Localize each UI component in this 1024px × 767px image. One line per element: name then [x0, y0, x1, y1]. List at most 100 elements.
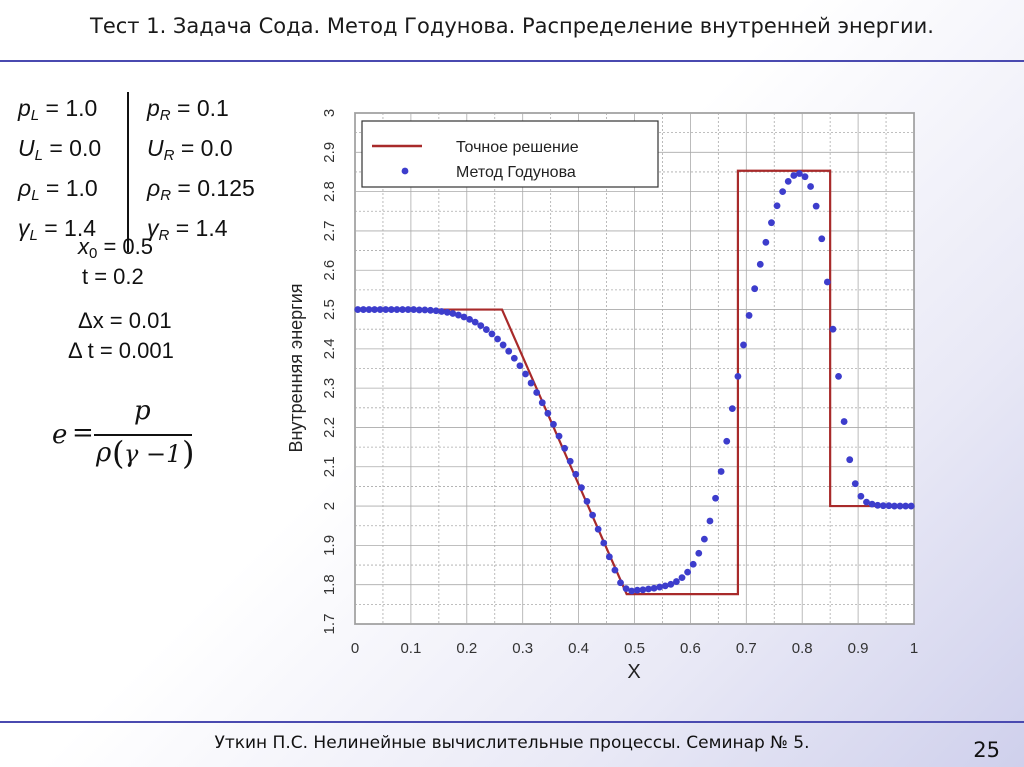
title-rule [0, 60, 1024, 62]
dt-param: Δ t = 0.001 [68, 338, 174, 363]
data-point-godunov [807, 183, 814, 190]
x0-param: x0 = 0.5 [78, 232, 153, 269]
data-point-godunov [622, 585, 630, 593]
data-point-godunov [801, 173, 809, 181]
data-point-godunov [611, 566, 619, 574]
footer-text: Уткин П.С. Нелинейные вычислительные про… [214, 733, 810, 753]
data-point-godunov [863, 498, 870, 506]
data-point-godunov [835, 372, 842, 380]
param-symbol: γ [18, 215, 30, 241]
data-point-godunov [661, 582, 669, 590]
data-point-godunov [522, 370, 529, 378]
data-point-godunov [796, 170, 803, 177]
data-point-godunov [538, 399, 546, 407]
data-point-godunov [443, 308, 451, 316]
time-param: t = 0.2 [82, 264, 144, 289]
y-tick-label: 2.5 [321, 299, 338, 320]
data-point-godunov [633, 586, 641, 594]
data-point-godunov [617, 579, 624, 587]
data-point-godunov [600, 539, 608, 547]
data-point-godunov [410, 306, 418, 313]
y-tick-label: 2.6 [321, 260, 338, 281]
grid [354, 112, 915, 625]
data-point-godunov [706, 517, 714, 525]
y-tick-label: 2 [321, 502, 338, 510]
data-point-godunov [455, 311, 462, 319]
y-tick-label: 1.7 [321, 614, 338, 635]
data-point-godunov [846, 456, 854, 464]
param-separator [127, 92, 129, 252]
formula-fraction-bar [94, 434, 192, 436]
data-point-godunov [438, 308, 446, 315]
data-point-godunov [382, 306, 390, 313]
data-point-godunov [751, 285, 759, 293]
param-value: = 0.0 [174, 135, 233, 161]
data-point-godunov [734, 372, 742, 380]
formula-den-inner: γ −1 [124, 440, 182, 468]
y-tick-label: 1.9 [321, 535, 338, 556]
data-point-godunov [544, 409, 552, 417]
page-number: 25 [973, 738, 1000, 762]
data-point-godunov [740, 341, 747, 349]
data-point-godunov [415, 306, 423, 314]
data-point-godunov [449, 310, 457, 317]
param-symbol: ρ [18, 175, 32, 201]
legend: Точное решение Метод Годунова [361, 120, 659, 188]
y-tick-label: 1.8 [321, 574, 338, 595]
right-row: γR = 1.4 [147, 212, 255, 252]
param-symbol: U [18, 135, 35, 161]
data-point-godunov [460, 313, 468, 321]
data-point-godunov [673, 578, 680, 585]
param-value: = 0.0 [42, 135, 102, 161]
data-point-godunov [768, 219, 775, 227]
x-tick-label: 0.7 [736, 640, 757, 657]
data-point-godunov [589, 511, 596, 519]
data-point-godunov [885, 502, 893, 510]
data-point-godunov [695, 549, 703, 557]
data-point-godunov [393, 306, 401, 313]
param-subscript: L [30, 107, 40, 124]
data-point-godunov [678, 574, 686, 582]
param-value: = 1.4 [37, 215, 97, 241]
energy-chart: 1.7 1.8 1.9 2 2.1 2.2 2.3 2.4 2.5 2.6 2.7 2.8 2.9 3 0… [286, 109, 918, 683]
data-point-godunov [376, 306, 384, 313]
data-point-godunov [874, 501, 882, 509]
formula-den-paren-open: ( [112, 434, 125, 472]
x-tick-label: 0.4 [568, 640, 589, 657]
data-point-godunov [773, 202, 781, 210]
x-tick-label: 0.5 [624, 640, 645, 657]
data-point-godunov [762, 238, 770, 246]
data-point-godunov [645, 585, 652, 593]
data-point-godunov [689, 560, 697, 568]
x-tick-label: 1 [910, 640, 918, 657]
slide-title: Тест 1. Задача Сода. Метод Годунова. Рас… [90, 14, 934, 38]
x0-subscript: 0 [89, 245, 98, 262]
data-point-godunov [779, 188, 787, 196]
data-point-godunov [404, 306, 412, 313]
data-point-godunov [427, 306, 434, 314]
param-symbol: γ [147, 215, 159, 241]
formula-lhs: e [52, 420, 68, 450]
y-tick-label: 2.7 [321, 220, 338, 241]
data-point-godunov [823, 278, 831, 286]
data-point-godunov [499, 341, 507, 349]
y-tick-label: 2.8 [321, 181, 338, 202]
param-value: = 1.0 [39, 175, 98, 201]
y-tick-labels: 1.7 1.8 1.9 2 2.1 2.2 2.3 2.4 2.5 2.6 2.7 2.8 2.9 3 [321, 109, 338, 635]
data-point-godunov [471, 318, 479, 326]
data-point-godunov [510, 354, 518, 362]
param-symbol: ρ [147, 175, 161, 201]
data-point-godunov [907, 502, 915, 510]
param-value: = 1.0 [39, 95, 98, 121]
left-state-params: pL = 1.0 UL = 0.0 ρL = 1.0 γL = 1.4 [18, 92, 123, 252]
param-subscript: R [158, 227, 170, 244]
data-point-godunov [561, 444, 569, 452]
right-row: UR = 0.0 [147, 132, 255, 172]
dx-param: Δx = 0.01 [78, 308, 172, 333]
data-point-godunov [628, 587, 636, 595]
data-point-godunov [516, 362, 524, 370]
x-tick-label: 0 [351, 640, 359, 657]
data-point-godunov [605, 553, 613, 561]
left-row: ρL = 1.0 [18, 172, 123, 212]
y-axis-label: Внутренняя энергия [286, 283, 306, 452]
